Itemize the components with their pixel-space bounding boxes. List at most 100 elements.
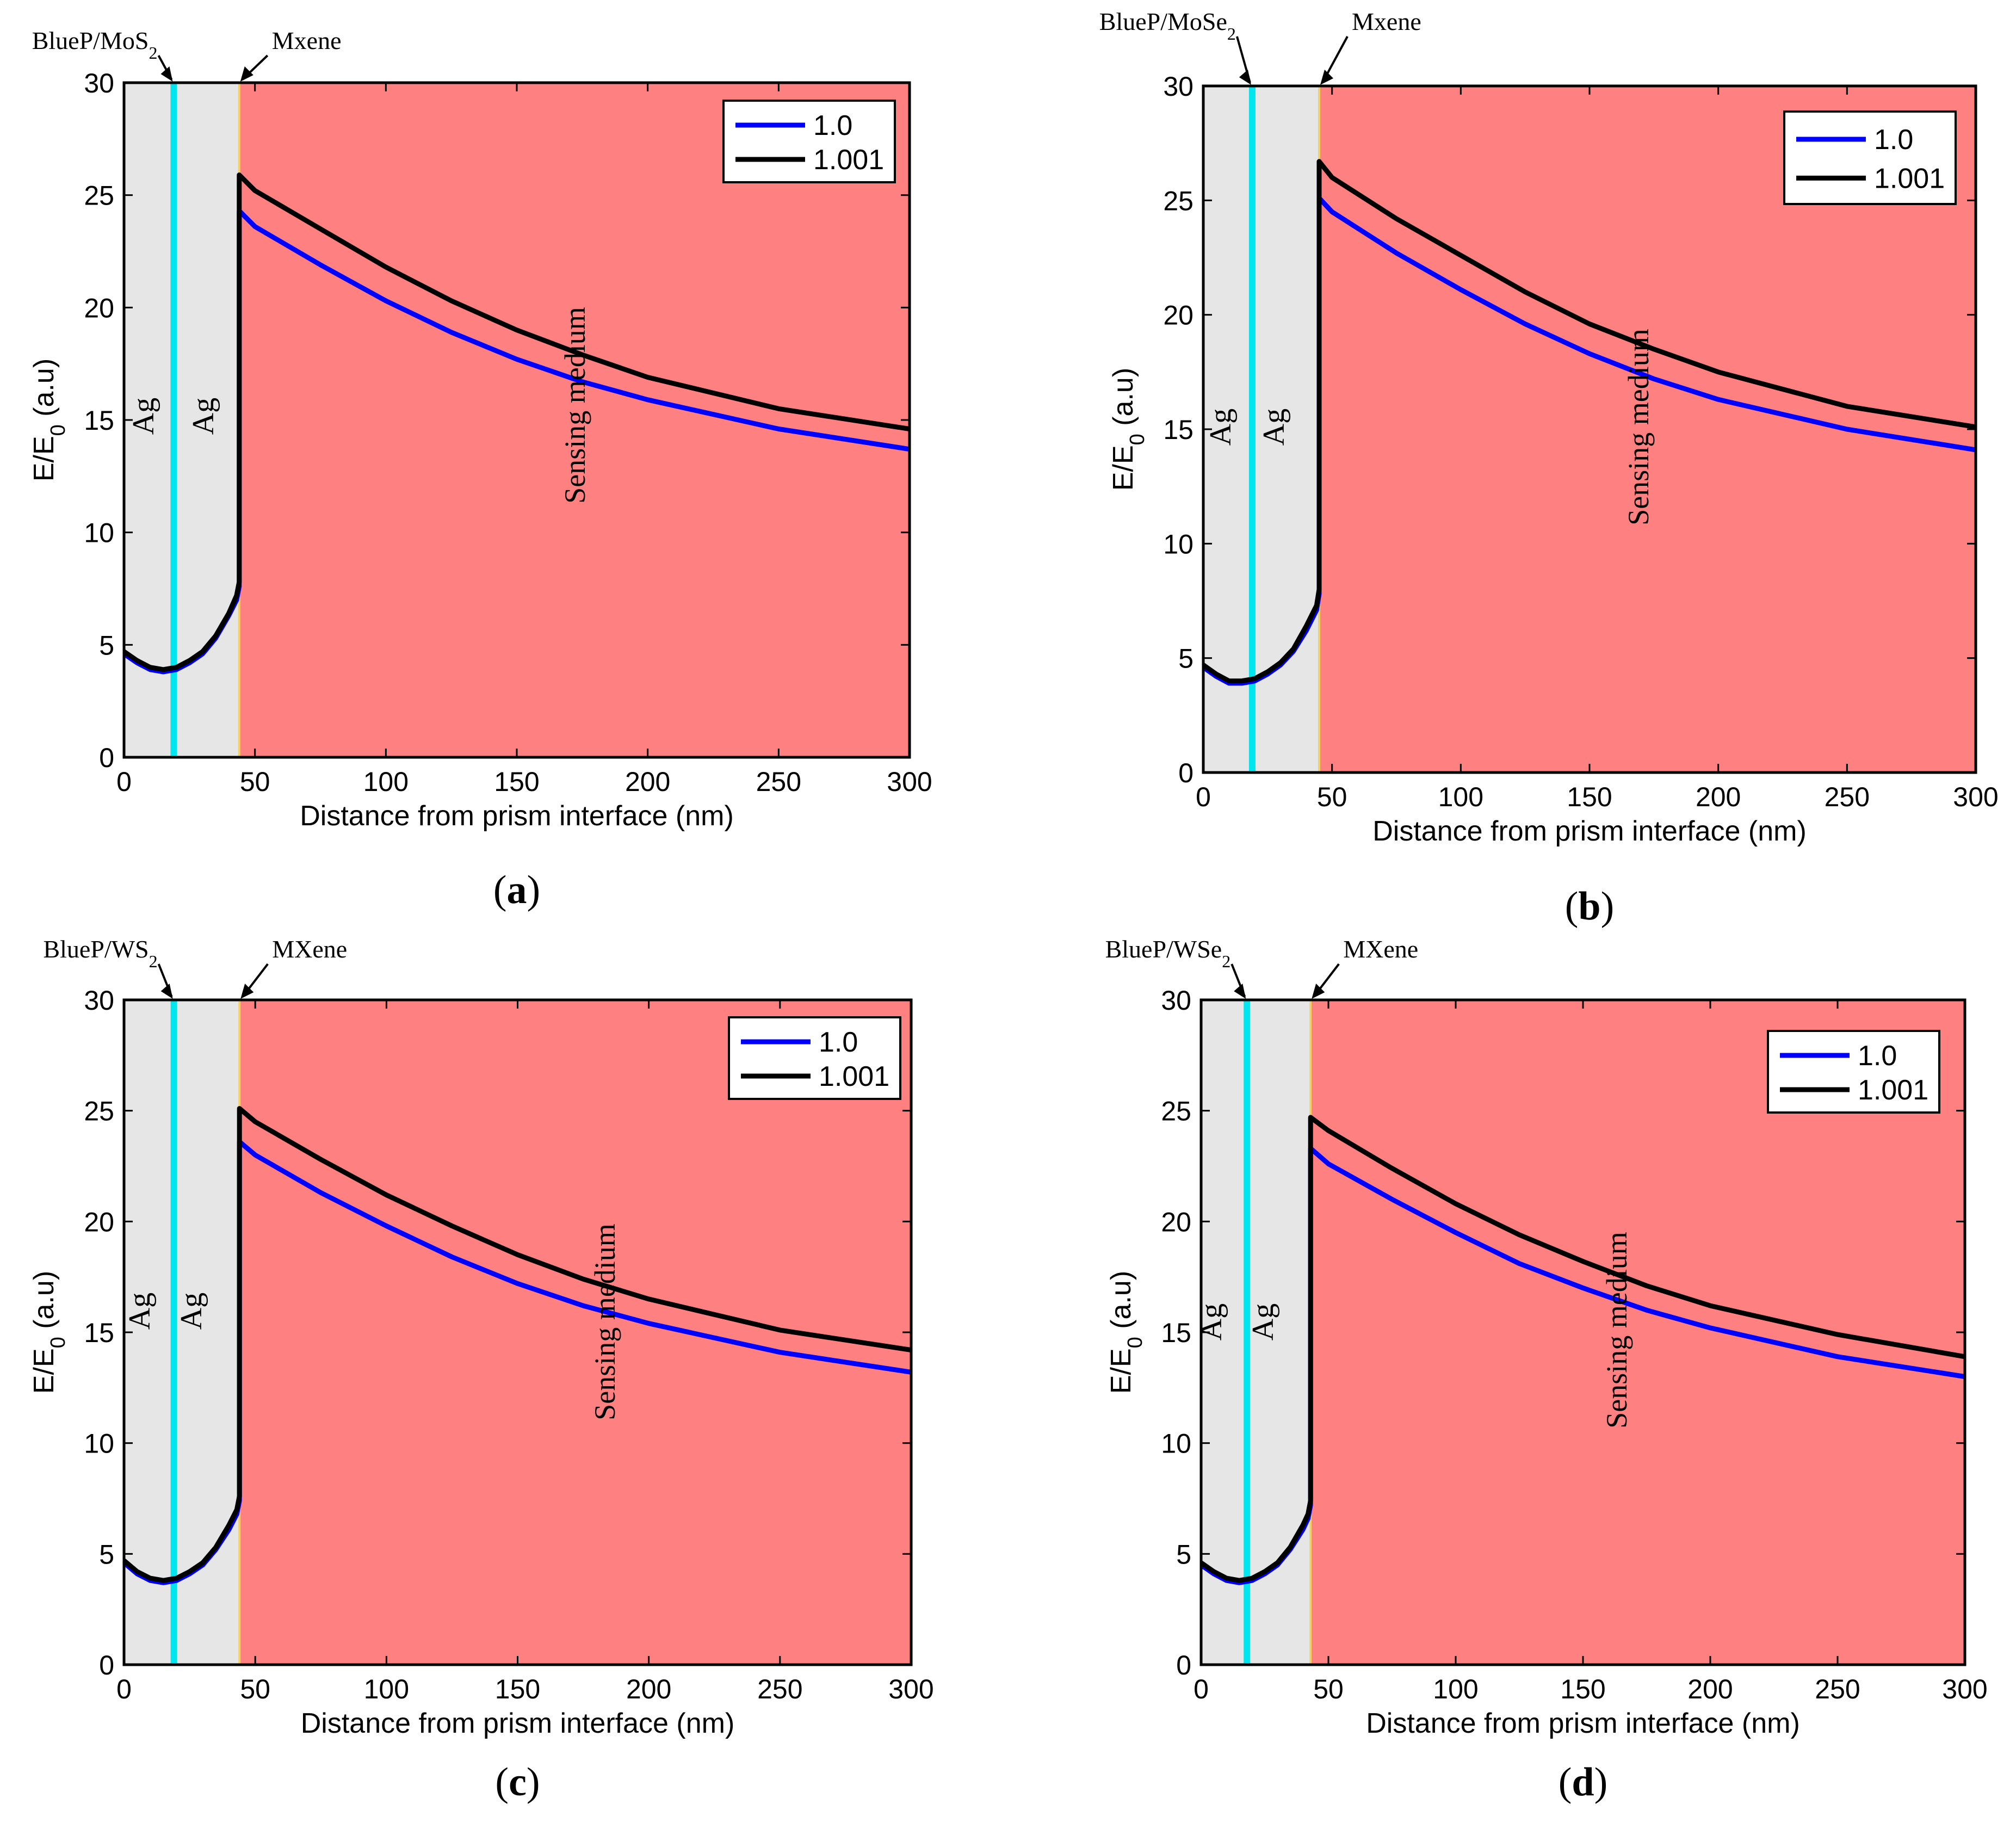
- y-tick-label: 15: [1163, 415, 1193, 445]
- interlayer-label: BlueP/WSe2: [1105, 935, 1231, 971]
- ag-label-2: Ag: [175, 1293, 208, 1330]
- mxene-arrowhead: [240, 66, 253, 82]
- panel-caption-open: (: [1565, 884, 1579, 929]
- sensing-medium-label: Sensing medium: [1600, 1232, 1633, 1429]
- x-tick-label: 250: [756, 767, 801, 797]
- panel-caption-open: (: [1559, 1760, 1572, 1805]
- y-tick-label: 0: [99, 743, 114, 773]
- series-line-1-001: [1202, 159, 1976, 684]
- x-tick-label: 200: [625, 767, 670, 797]
- legend-label-1-001: 1.001: [1858, 1074, 1928, 1106]
- y-tick-label: 20: [84, 293, 114, 323]
- y-axis-label: E/E0 (a.u): [28, 1271, 70, 1394]
- y-tick-label: 15: [1161, 1318, 1191, 1348]
- legend-box: [728, 1016, 901, 1100]
- y-axis-label-sub: 0: [47, 1337, 70, 1348]
- x-axis-label: Distance from prism interface (nm): [301, 1708, 735, 1739]
- y-tick-label: 5: [99, 630, 114, 660]
- y-tick-label: 5: [1176, 1539, 1191, 1569]
- x-tick-label: 300: [1942, 1674, 1987, 1704]
- panel-caption-open: (: [493, 868, 507, 912]
- y-tick-label: 0: [1176, 1650, 1191, 1680]
- y-tick-label: 30: [1161, 985, 1191, 1016]
- mxene-arrowhead: [1312, 984, 1325, 999]
- y-axis-label-sub: 0: [1124, 1337, 1147, 1348]
- legend-label-1-001: 1.001: [1874, 163, 1945, 194]
- x-tick-label: 200: [626, 1674, 671, 1704]
- panel-caption-letter: d: [1572, 1760, 1594, 1805]
- interlayer-label: BlueP/MoSe2: [1099, 8, 1236, 44]
- y-axis-label-main: E/E: [28, 1348, 60, 1394]
- ag-label-2: Ag: [187, 398, 220, 435]
- legend-box: [1783, 110, 1957, 205]
- y-axis-label-tail: (a.u): [1105, 1271, 1137, 1337]
- y-tick-label: 15: [84, 405, 114, 436]
- x-tick-label: 0: [1196, 782, 1211, 812]
- x-tick-label: 250: [1825, 782, 1870, 812]
- metal-region: [1203, 86, 1319, 773]
- interlayer-label-main: BlueP/WS: [43, 935, 149, 963]
- x-tick-label: 250: [1815, 1674, 1860, 1704]
- x-tick-label: 200: [1696, 782, 1741, 812]
- sensing-medium-label: Sensing medium: [559, 307, 591, 504]
- legend-label-1-0: 1.0: [819, 1027, 858, 1058]
- y-tick-label: 30: [1163, 71, 1193, 102]
- x-tick-label: 300: [888, 1674, 933, 1704]
- legend-label-1-001: 1.001: [813, 144, 884, 176]
- panel-caption-close: ): [527, 868, 541, 912]
- interlayer-label-sub: 2: [1222, 951, 1230, 971]
- y-axis-label-tail: (a.u): [1108, 368, 1139, 434]
- mxene-label: Mxene: [1352, 8, 1421, 35]
- sensing-region: [239, 83, 910, 757]
- panel-caption-letter: a: [507, 868, 527, 912]
- x-tick-label: 150: [495, 1674, 540, 1704]
- x-tick-label: 250: [757, 1674, 802, 1704]
- interlayer-label-main: BlueP/MoSe: [1099, 8, 1227, 35]
- mxene-label: MXene: [1343, 935, 1418, 963]
- ag-label-1: Ag: [127, 398, 160, 435]
- panel-caption-open: (: [495, 1760, 509, 1805]
- sensing-medium-label: Sensing medium: [589, 1223, 621, 1420]
- panel-caption: (d): [1559, 1760, 1607, 1805]
- x-tick-label: 50: [240, 767, 270, 797]
- ag-label-2: Ag: [1246, 1303, 1280, 1340]
- panel-caption: (a): [493, 868, 540, 912]
- y-axis-label-sub: 0: [1126, 434, 1149, 445]
- y-tick-label: 20: [84, 1207, 114, 1237]
- y-tick-label: 25: [1163, 186, 1193, 216]
- panel-caption-close: ): [527, 1760, 540, 1805]
- y-tick-label: 25: [84, 181, 114, 211]
- y-tick-label: 25: [84, 1096, 114, 1127]
- y-axis-label-main: E/E: [28, 436, 60, 481]
- mxene-arrowhead: [1320, 70, 1333, 85]
- y-tick-label: 0: [99, 1650, 114, 1680]
- interlayer-label-sub: 2: [149, 43, 157, 63]
- interlayer-label: BlueP/WS2: [43, 935, 157, 971]
- y-tick-label: 15: [84, 1318, 114, 1348]
- panel-caption-letter: c: [509, 1760, 527, 1805]
- x-axis-label: Distance from prism interface (nm): [1366, 1708, 1800, 1739]
- y-tick-label: 10: [1163, 529, 1193, 559]
- legend-label-1-0: 1.0: [813, 110, 852, 141]
- y-tick-label: 5: [99, 1539, 114, 1569]
- ag-label-2: Ag: [1257, 409, 1291, 446]
- panel-caption-close: ): [1594, 1760, 1608, 1805]
- y-tick-label: 30: [84, 68, 114, 98]
- x-tick-label: 150: [494, 767, 539, 797]
- metal-region: [124, 1000, 240, 1665]
- y-tick-label: 25: [1161, 1096, 1191, 1127]
- y-axis-label-tail: (a.u): [28, 359, 60, 424]
- x-tick-label: 50: [1313, 1674, 1344, 1704]
- interlayer-arrowhead: [1239, 70, 1251, 85]
- y-axis-label-main: E/E: [1108, 445, 1139, 491]
- x-axis-label: Distance from prism interface (nm): [1372, 815, 1807, 847]
- y-tick-label: 20: [1161, 1207, 1191, 1237]
- legend-label-1-0: 1.0: [1858, 1040, 1897, 1072]
- legend-label-1-0: 1.0: [1874, 124, 1913, 156]
- y-axis-label-main: E/E: [1105, 1348, 1137, 1394]
- panel-caption: (b): [1565, 884, 1614, 929]
